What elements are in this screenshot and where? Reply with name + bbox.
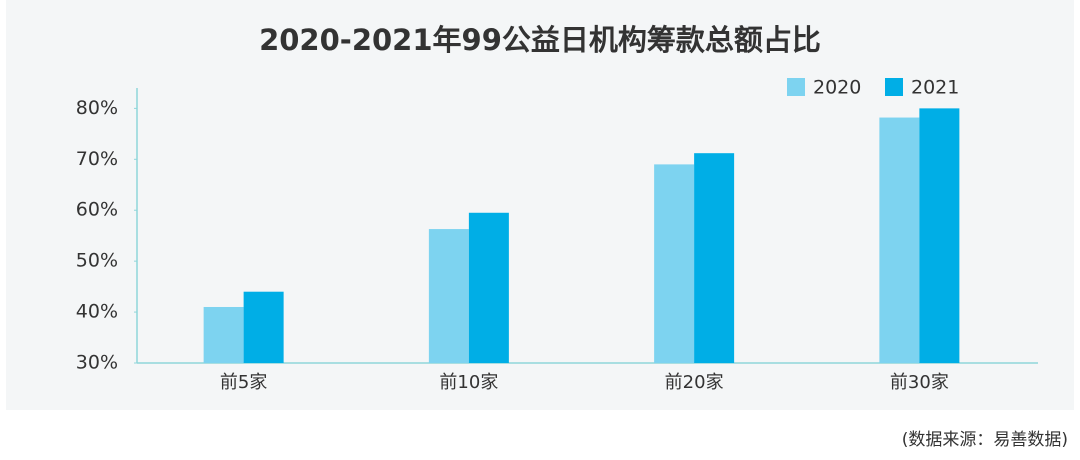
- chart-title: 2020-2021年99公益日机构筹款总额占比: [259, 23, 821, 57]
- y-tick-label: 30%: [76, 352, 118, 374]
- bar: [203, 306, 244, 363]
- bar: [243, 291, 284, 363]
- x-tick-label: 前5家: [220, 372, 267, 393]
- bar: [919, 108, 960, 364]
- legend-label: 2020: [813, 77, 861, 99]
- x-tick-label: 前10家: [439, 372, 498, 393]
- y-tick-label: 40%: [76, 301, 118, 323]
- bar: [879, 117, 920, 363]
- bar: [694, 153, 735, 363]
- source-note: (数据来源：易善数据): [902, 430, 1068, 450]
- legend-swatch: [885, 78, 903, 96]
- y-tick-label: 50%: [76, 250, 118, 272]
- y-tick-label: 70%: [76, 148, 118, 170]
- bar: [468, 212, 509, 363]
- x-tick-label: 前30家: [890, 372, 949, 393]
- legend-swatch: [787, 78, 805, 96]
- bar: [428, 229, 469, 363]
- y-tick-label: 80%: [76, 97, 118, 119]
- legend-label: 2021: [911, 77, 959, 99]
- x-tick-label: 前20家: [665, 372, 724, 393]
- y-tick-label: 60%: [76, 199, 118, 221]
- bar: [654, 164, 695, 363]
